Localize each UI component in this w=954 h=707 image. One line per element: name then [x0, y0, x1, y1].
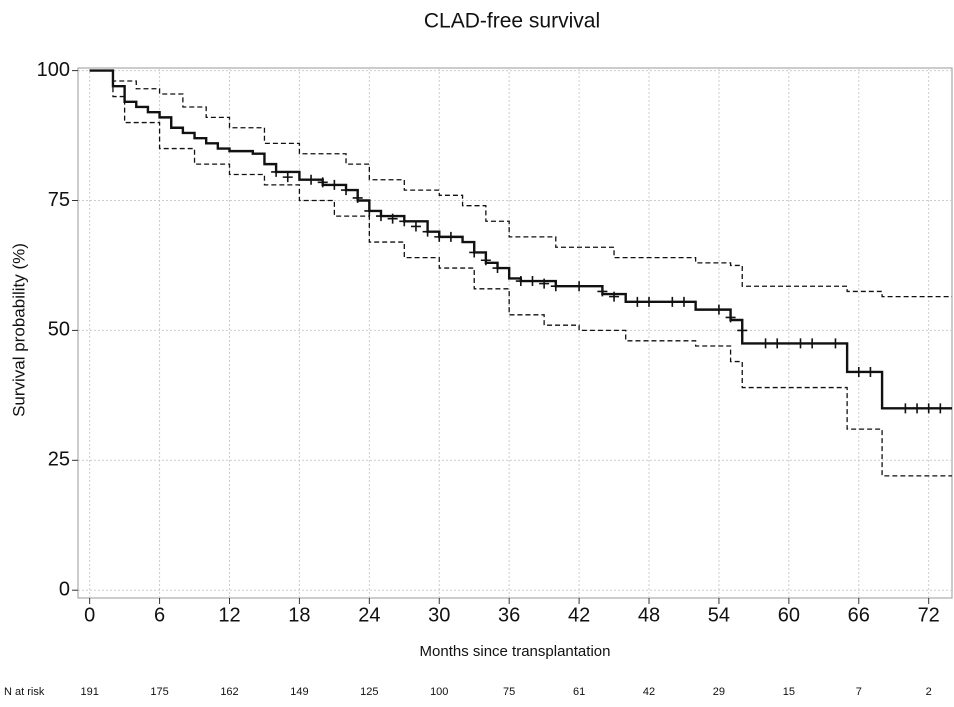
- x-tick-label: 0: [84, 604, 95, 626]
- risk-count: 162: [220, 686, 238, 698]
- risk-count: 15: [783, 686, 795, 698]
- censor-mark: [410, 221, 421, 232]
- y-tick-label: 0: [59, 578, 70, 600]
- x-tick-label: 36: [498, 604, 520, 626]
- censor-mark: [865, 366, 876, 377]
- censor-mark: [923, 403, 934, 414]
- risk-count: 7: [856, 686, 862, 698]
- censor-mark: [399, 216, 410, 227]
- censor-mark: [597, 286, 608, 297]
- plot-area: [77, 67, 953, 599]
- y-tick-label: 75: [48, 189, 70, 211]
- censor-mark: [853, 366, 864, 377]
- risk-count: 29: [713, 686, 725, 698]
- censor-mark: [737, 325, 748, 336]
- confidence-bound: [89, 69, 952, 477]
- x-tick-label: 12: [218, 604, 240, 626]
- censor-mark: [667, 296, 678, 307]
- x-axis-label: Months since transplantation: [420, 643, 611, 660]
- censor-mark: [271, 166, 282, 177]
- censor-mark: [317, 177, 328, 188]
- censor-mark: [515, 276, 526, 287]
- x-tick-label: 42: [568, 604, 590, 626]
- risk-table-label: N at risk: [4, 686, 45, 698]
- confidence-bound: [89, 69, 952, 298]
- censor-mark: [725, 312, 736, 323]
- censor-mark: [830, 338, 841, 349]
- censor-mark: [550, 281, 561, 292]
- y-tick-label: 100: [37, 59, 70, 81]
- y-tick-label: 50: [48, 319, 70, 341]
- survival-curve: [89, 69, 952, 410]
- censor-mark: [609, 291, 620, 302]
- x-tick-label: 48: [638, 604, 660, 626]
- x-tick-label: 6: [154, 604, 165, 626]
- risk-count: 191: [80, 686, 98, 698]
- censor-mark: [422, 226, 433, 237]
- x-tick-label: 60: [778, 604, 800, 626]
- censor-mark: [282, 172, 293, 183]
- censor-mark: [341, 185, 352, 196]
- censor-mark: [352, 192, 363, 203]
- censor-mark: [329, 179, 340, 190]
- censor-mark: [375, 211, 386, 222]
- censor-mark: [678, 296, 689, 307]
- risk-count: 42: [643, 686, 655, 698]
- censor-mark: [713, 304, 724, 315]
- x-tick-label: 24: [358, 604, 380, 626]
- risk-count: 61: [573, 686, 585, 698]
- censor-mark: [760, 338, 771, 349]
- censor-mark: [445, 231, 456, 242]
- risk-count: 100: [430, 686, 448, 698]
- risk-count: 149: [290, 686, 308, 698]
- x-tick-label: 18: [288, 604, 310, 626]
- censor-mark: [574, 281, 585, 292]
- y-tick-label: 25: [48, 449, 70, 471]
- x-tick-label: 30: [428, 604, 450, 626]
- risk-count: 175: [150, 686, 168, 698]
- censor-mark: [539, 278, 550, 289]
- censor-mark: [306, 174, 317, 185]
- censor-mark: [912, 403, 923, 414]
- censor-mark: [434, 231, 445, 242]
- censor-mark: [632, 296, 643, 307]
- censor-mark: [469, 247, 480, 258]
- censor-mark: [807, 338, 818, 349]
- censor-mark: [795, 338, 806, 349]
- censor-mark: [492, 263, 503, 274]
- censor-mark: [935, 403, 946, 414]
- censor-mark: [900, 403, 911, 414]
- x-tick-label: 72: [918, 604, 940, 626]
- chart-title: CLAD-free survival: [424, 10, 600, 33]
- censor-mark: [772, 338, 783, 349]
- risk-count: 2: [926, 686, 932, 698]
- x-tick-label: 66: [848, 604, 870, 626]
- censor-mark: [480, 255, 491, 266]
- censor-mark: [644, 296, 655, 307]
- x-tick-label: 54: [708, 604, 730, 626]
- censor-mark: [527, 276, 538, 287]
- censor-mark: [387, 213, 398, 224]
- censor-mark: [364, 205, 375, 216]
- y-axis-label: Survival probability (%): [9, 243, 28, 417]
- risk-count: 75: [503, 686, 515, 698]
- risk-count: 125: [360, 686, 378, 698]
